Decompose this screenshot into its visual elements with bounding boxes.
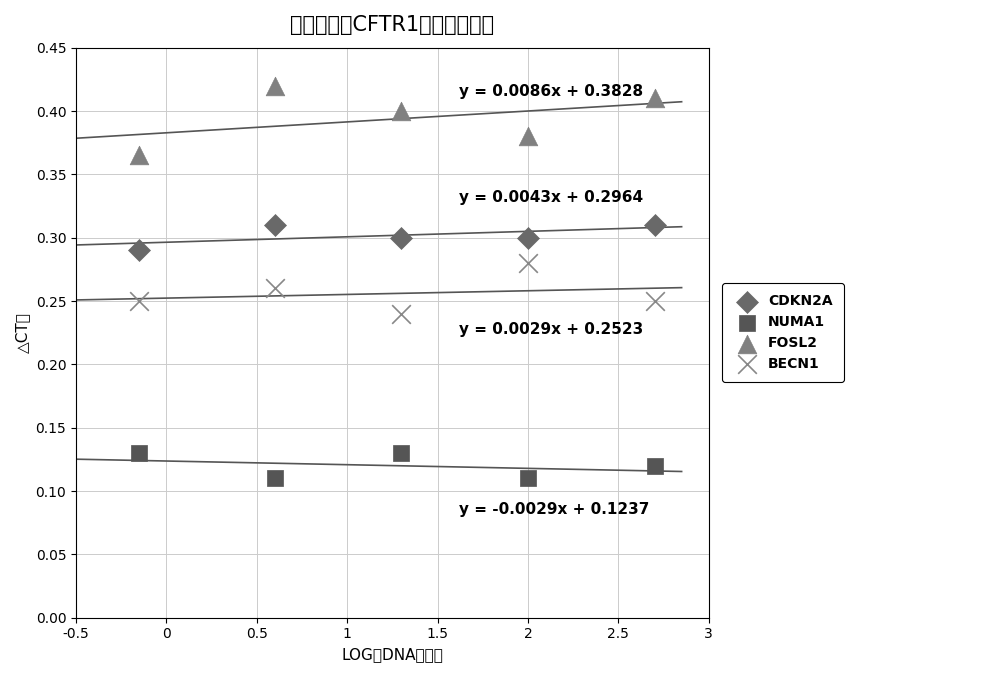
BECN1 <box>647 296 663 307</box>
CDKN2A <box>131 245 147 256</box>
FOSL2 <box>393 106 409 116</box>
CDKN2A <box>393 232 409 243</box>
CDKN2A <box>267 219 283 230</box>
Legend: CDKN2A, NUMA1, FOSL2, BECN1: CDKN2A, NUMA1, FOSL2, BECN1 <box>722 283 844 383</box>
BECN1 <box>393 308 409 319</box>
Y-axis label: △CT值: △CT值 <box>15 312 30 353</box>
NUMA1 <box>267 473 283 484</box>
BECN1 <box>520 258 536 269</box>
Text: y = 0.0043x + 0.2964: y = 0.0043x + 0.2964 <box>459 190 643 205</box>
Text: y = -0.0029x + 0.1237: y = -0.0029x + 0.1237 <box>459 502 650 517</box>
FOSL2 <box>267 81 283 91</box>
NUMA1 <box>131 447 147 458</box>
FOSL2 <box>520 131 536 141</box>
NUMA1 <box>520 473 536 484</box>
NUMA1 <box>647 460 663 471</box>
FOSL2 <box>647 93 663 104</box>
Text: y = 0.0086x + 0.3828: y = 0.0086x + 0.3828 <box>459 84 643 99</box>
X-axis label: LOG（DNA浓度）: LOG（DNA浓度） <box>341 647 443 662</box>
CDKN2A <box>520 232 536 243</box>
Text: y = 0.0029x + 0.2523: y = 0.0029x + 0.2523 <box>459 322 644 337</box>
BECN1 <box>131 296 147 307</box>
BECN1 <box>267 283 283 294</box>
FOSL2 <box>131 150 147 160</box>
NUMA1 <box>393 447 409 458</box>
Title: 各靶标相对CFTR1引物扩增效率: 各靶标相对CFTR1引物扩增效率 <box>290 15 494 35</box>
CDKN2A <box>647 219 663 230</box>
